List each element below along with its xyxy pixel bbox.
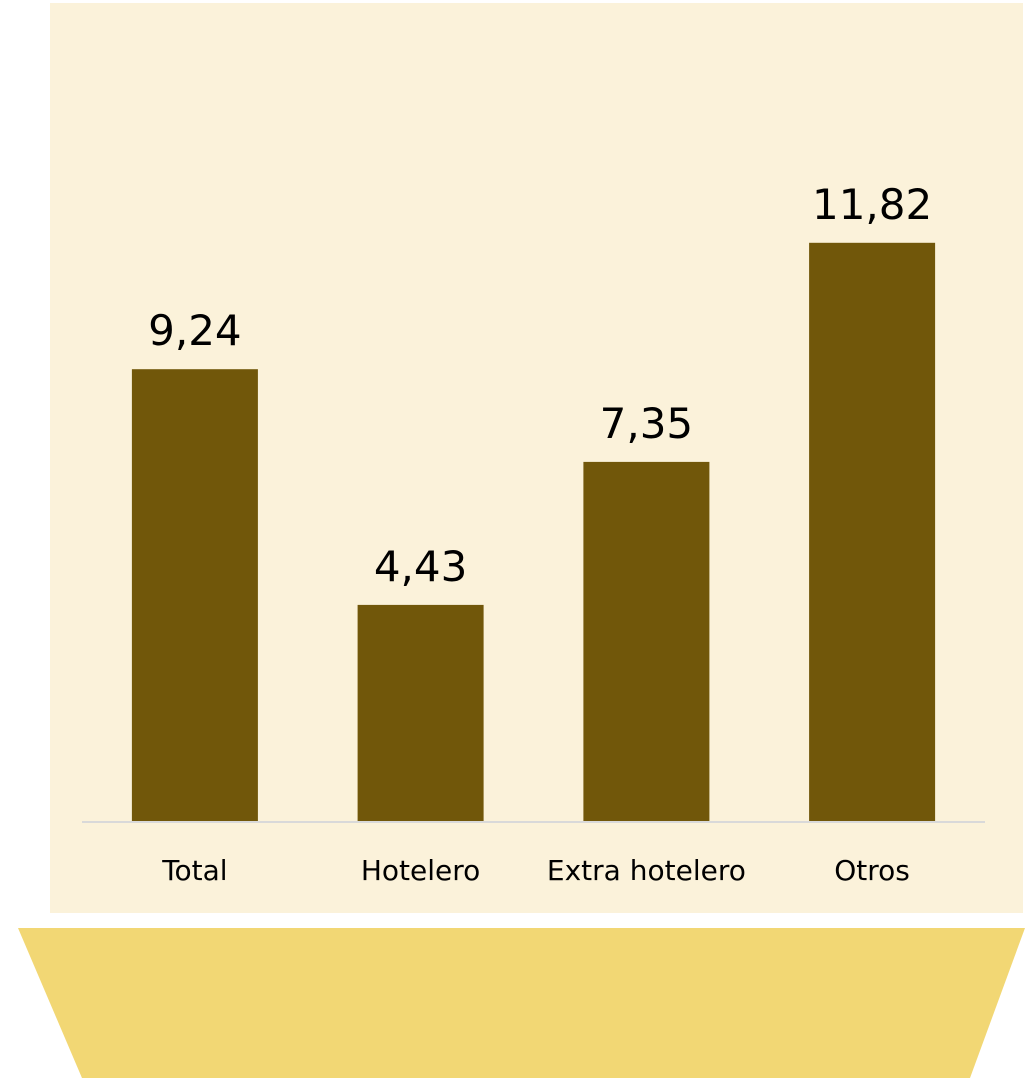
bar-total (131, 369, 258, 822)
category-label-extra-hotelero: Extra hotelero (547, 854, 746, 887)
bar-extra-hotelero (583, 461, 710, 822)
data-label-otros: 11,82 (812, 180, 932, 229)
value-labels-group: 9,24 4,43 7,35 11,82 (148, 180, 932, 591)
category-label-hotelero: Hotelero (361, 854, 480, 887)
category-label-total: Total (161, 854, 227, 887)
category-labels-group: Total Hotelero Extra hotelero Otros (161, 854, 910, 887)
data-label-total: 9,24 (148, 306, 242, 355)
bar-hotelero (357, 604, 484, 822)
bars-group (131, 242, 936, 823)
data-label-extra-hotelero: 7,35 (600, 399, 694, 448)
bar-otros (809, 242, 936, 823)
decorative-base-trapezoid (18, 928, 1025, 1078)
category-label-otros: Otros (834, 854, 910, 887)
data-label-hotelero: 4,43 (374, 542, 468, 591)
